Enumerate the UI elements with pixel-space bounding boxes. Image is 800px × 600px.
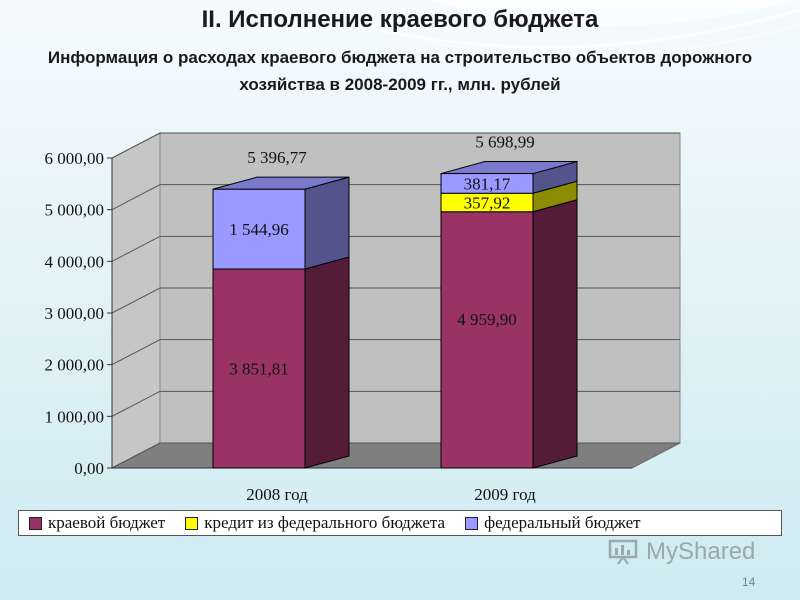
bar-segment: [212, 188, 306, 270]
y-tick-label: 0,00: [74, 459, 104, 478]
bar-side-face: [304, 176, 350, 270]
legend-item-federal: федеральный бюджет: [465, 513, 641, 533]
data-label: 357,92: [464, 193, 511, 212]
bar-side-face: [304, 256, 350, 469]
total-label: 5 698,99: [475, 133, 535, 152]
gridline: [111, 132, 680, 159]
bar-top-face: [212, 176, 350, 190]
logo-text: MyShared: [646, 538, 756, 565]
chart-floor: [111, 442, 681, 469]
legend-item-kredit: кредит из федерального бюджета: [185, 513, 445, 533]
y-tick-label: 3 000,00: [45, 304, 105, 323]
chart-legend: краевой бюджет кредит из федерального бю…: [18, 510, 782, 536]
legend-swatch-kraevoy: [29, 516, 42, 530]
slide-subtitle: Информация о расходах краевого бюджета н…: [47, 48, 753, 94]
data-label: 381,17: [464, 174, 511, 193]
x-tick-label: 2009 год: [474, 485, 536, 504]
y-tick-label: 1 000,00: [45, 407, 105, 426]
legend-swatch-kredit: [185, 516, 199, 530]
y-tick-label: 2 000,00: [45, 356, 105, 375]
y-tick-label: 6 000,00: [45, 149, 105, 168]
bar-top-face: [440, 161, 578, 175]
y-tick-label: 4 000,00: [45, 252, 105, 271]
bar-segment: [440, 211, 534, 469]
total-label: 5 396,77: [247, 148, 307, 167]
legend-item-kraevoy: краевой бюджет: [29, 513, 165, 533]
x-tick-label: 2008 год: [246, 485, 308, 504]
bar-side-face: [532, 199, 578, 469]
legend-label-federal: федеральный бюджет: [484, 513, 641, 532]
legend-label-kraevoy: краевой бюджет: [48, 513, 166, 532]
myshared-logo: MyShared: [608, 538, 755, 566]
y-tick-label: 5 000,00: [45, 201, 105, 220]
data-label: 3 851,81: [229, 359, 289, 378]
data-label: 4 959,90: [457, 310, 517, 329]
page-number: 14: [742, 575, 756, 589]
slide-title: II. Исполнение краевого бюджета: [201, 6, 599, 33]
legend-label-kredit: кредит из федерального бюджета: [204, 513, 446, 532]
legend-swatch-federal: [465, 516, 479, 530]
bar-segment: [212, 268, 306, 469]
data-label: 1 544,96: [229, 220, 289, 239]
presentation-board-icon: [608, 539, 638, 565]
